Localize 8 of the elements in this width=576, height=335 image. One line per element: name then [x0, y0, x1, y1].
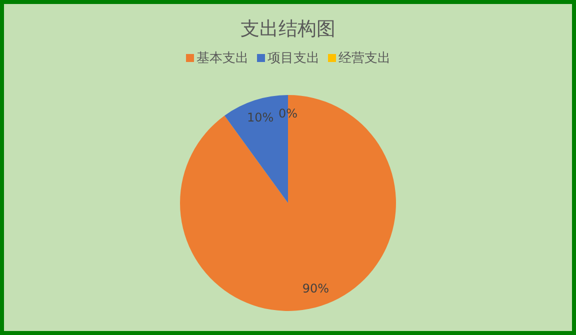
data-label: 10%: [246, 110, 274, 125]
chart-title: 支出结构图: [240, 17, 336, 42]
legend-label: 经营支出: [338, 50, 390, 67]
data-label: 90%: [302, 281, 330, 296]
pie-slice: [180, 95, 396, 311]
legend-label: 基本支出: [196, 50, 248, 67]
legend-label: 项目支出: [268, 50, 320, 67]
text: 0%: [278, 106, 298, 120]
